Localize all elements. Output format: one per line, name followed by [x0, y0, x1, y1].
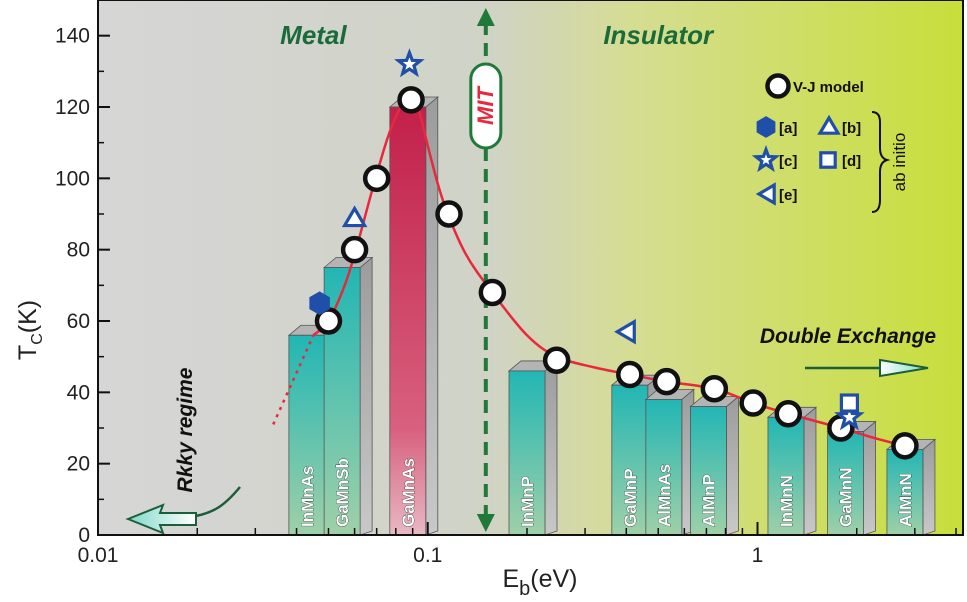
region-label-metal: Metal — [280, 20, 347, 50]
legend-marker-a — [756, 116, 776, 138]
x-tick-label-0-1: 0.1 — [413, 544, 442, 567]
bar-label-inmnn: InMnN — [777, 475, 796, 527]
bar-label-almnp: AlMnP — [699, 474, 718, 527]
bar-label-almnas: AlMnAs — [655, 464, 674, 527]
legend: V-J model [a] [b] [c] [d] [e] ab initio — [751, 73, 909, 213]
legend-vj-marker — [765, 73, 791, 99]
vj-point-10 — [739, 389, 767, 417]
bar-almnp: AlMnP — [689, 395, 740, 536]
vj-point-4 — [435, 200, 463, 228]
bar-label-gamnp: GaMnP — [621, 468, 640, 527]
bar-inmnp: InMnP — [507, 360, 559, 536]
legend-vj-label: V-J model — [793, 79, 864, 96]
legend-brace — [871, 111, 891, 213]
bar-side-inmnp — [544, 360, 558, 536]
vj-point-9 — [700, 375, 729, 403]
mit-arrow-up — [476, 8, 495, 26]
vj-point-13 — [891, 432, 919, 460]
y-tick-label-40: 40 — [67, 381, 90, 404]
y-tick-label-100: 100 — [55, 167, 90, 190]
mit-layer: MIT — [469, 8, 503, 532]
x-axis-label-main: E — [502, 565, 519, 593]
bar-label-almnn: AlMnN — [896, 473, 915, 527]
bar-side-gamnsb — [359, 256, 373, 536]
double-exchange-label: Double Exchange — [760, 325, 937, 348]
regions-layer: Metal Insulator — [280, 20, 715, 50]
vj-point-3 — [397, 86, 425, 114]
double-exchange-arrowhead — [879, 358, 929, 378]
vj-point-2 — [362, 164, 391, 193]
legend-label-a: [a] — [779, 120, 797, 137]
bar-front-inmnp — [508, 370, 546, 536]
abinitio-marker-c-1 — [834, 401, 865, 431]
abinitio-marker-a-0 — [309, 291, 330, 316]
abinitio-marker-b-0 — [341, 205, 368, 228]
bars-layer: InMnAs GaMnSb GaMnAs InMnP GaMnP AlMnAs AlMnP I… — [287, 96, 937, 536]
fit-curve-dotted — [272, 334, 315, 425]
legend-label-c: [c] — [779, 153, 797, 170]
mit-arrow-down — [476, 514, 495, 532]
y-tick-label-140: 140 — [55, 25, 90, 48]
x-axis-label-sub: b — [519, 578, 530, 600]
mit-label: MIT — [473, 86, 498, 125]
bar-side-inmnn — [803, 406, 817, 536]
legend-label-e: [e] — [779, 187, 797, 204]
x-axis-label-unit: (eV) — [530, 565, 577, 593]
annotations-layer: Rkky regime Double Exchange — [125, 325, 937, 535]
bar-gamnsb: GaMnSb — [323, 256, 374, 536]
axes-layer: 0 20 40 60 80 100 120 140 0.01 0.1 1 — [55, 25, 957, 567]
vj-point-5 — [478, 278, 507, 307]
ab-initio-markers-layer — [309, 48, 865, 431]
y-tick-label-0: 0 — [78, 524, 90, 547]
abinitio-marker-e-0 — [614, 318, 636, 345]
legend-label-d: [d] — [842, 153, 861, 170]
bar-label-inmnp: InMnP — [518, 476, 537, 527]
y-tick-label-60: 60 — [67, 310, 90, 333]
rkky-regime-label: Rkky regime — [174, 367, 197, 492]
bar-label-inmnas: InMnAs — [298, 466, 317, 527]
bar-side-almnn — [922, 438, 936, 536]
bar-almnas: AlMnAs — [644, 388, 695, 536]
mit-label-box — [469, 62, 503, 150]
legend-ab-initio-label: ab initio — [890, 133, 909, 192]
y-axis-label-sub: C — [29, 333, 46, 345]
bar-front-almnn — [886, 448, 924, 536]
plot-frame — [97, 0, 964, 536]
legend-label-b: [b] — [842, 120, 861, 137]
region-label-insulator: Insulator — [603, 20, 715, 50]
vj-point-7 — [616, 360, 644, 389]
bar-gamnn: GaMnN — [826, 420, 877, 536]
y-axis-label: TC(K) — [14, 300, 46, 360]
vj-point-11 — [774, 399, 803, 428]
bar-front-inmnas — [288, 334, 326, 536]
y-axis-label-main: T — [14, 345, 42, 360]
abinitio-marker-d-0 — [839, 393, 860, 413]
abinitio-marker-c-0 — [394, 48, 425, 78]
legend-marker-d — [819, 151, 837, 169]
bar-label-gamnsb: GaMnSb — [333, 458, 352, 527]
rkky-arrow — [125, 503, 197, 535]
bar-side-almnp — [726, 395, 739, 536]
y-tick-label-80: 80 — [67, 239, 90, 262]
bar-label-gamnas: GaMnAs — [399, 458, 418, 527]
bar-front-almnp — [690, 406, 727, 536]
x-axis-label: Eb(eV) — [502, 565, 577, 600]
vj-point-8 — [652, 367, 681, 396]
y-axis-label-unit: (K) — [14, 300, 42, 333]
bar-label-gamnn: GaMnN — [837, 468, 856, 528]
legend-marker-c — [751, 145, 781, 173]
legend-marker-b — [817, 114, 841, 135]
x-tick-label-1: 1 — [752, 544, 764, 567]
bar-front-gamnas — [389, 106, 427, 536]
x-tick-label-0-01: 0.01 — [78, 544, 119, 567]
bar-gamnas: GaMnAs — [388, 96, 439, 536]
vj-point-6 — [542, 346, 571, 374]
y-tick-label-120: 120 — [55, 96, 90, 119]
legend-marker-e — [755, 182, 776, 206]
vj-point-1 — [340, 235, 369, 264]
y-tick-label-20: 20 — [67, 453, 90, 476]
